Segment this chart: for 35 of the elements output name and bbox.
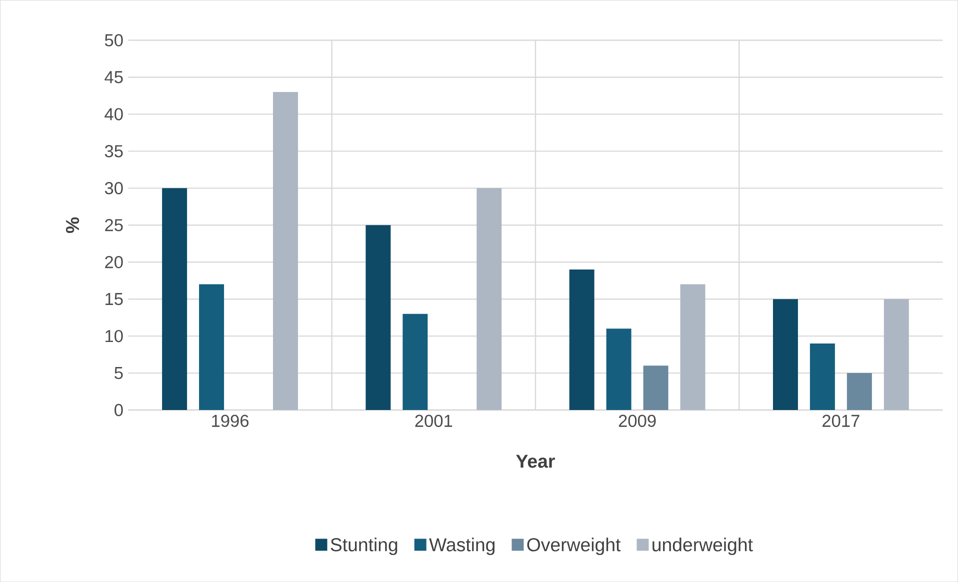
bar bbox=[569, 269, 594, 410]
x-tick-label: 2017 bbox=[822, 414, 860, 427]
x-tick-label: 2001 bbox=[415, 414, 452, 427]
y-tick-label: 20 bbox=[105, 256, 123, 268]
y-tick-label: 0 bbox=[114, 404, 123, 416]
bar bbox=[606, 328, 632, 410]
bar bbox=[162, 188, 188, 410]
y-tick-label: 40 bbox=[104, 108, 123, 120]
bar bbox=[199, 284, 224, 410]
bar bbox=[476, 188, 502, 410]
bar bbox=[366, 225, 391, 410]
bar bbox=[810, 343, 835, 410]
y-tick-label: 5 bbox=[114, 366, 123, 380]
y-tick-label: 35 bbox=[104, 144, 123, 158]
x-tick-label: 1996 bbox=[212, 414, 249, 427]
y-tick-label: 25 bbox=[105, 218, 123, 232]
bar bbox=[273, 92, 298, 410]
x-axis-title: Year bbox=[516, 454, 555, 468]
y-tick-label: 50 bbox=[104, 34, 123, 46]
y-tick-label: 30 bbox=[104, 182, 123, 194]
y-tick-label: 10 bbox=[106, 330, 123, 342]
bar bbox=[846, 372, 872, 410]
y-axis-title: % bbox=[66, 217, 80, 233]
bar bbox=[680, 284, 706, 410]
legend-label: underweight bbox=[652, 538, 753, 555]
legend-label: Overweight bbox=[527, 538, 621, 555]
legend-label: Wasting bbox=[429, 538, 495, 555]
legend-label: Stunting bbox=[330, 538, 398, 555]
bar bbox=[643, 366, 668, 410]
y-tick-label: 45 bbox=[104, 71, 123, 84]
x-tick-label: 2009 bbox=[618, 414, 656, 427]
bar bbox=[884, 299, 909, 410]
y-tick-label: 15 bbox=[106, 292, 123, 306]
bar bbox=[772, 299, 798, 410]
bar bbox=[402, 314, 428, 410]
